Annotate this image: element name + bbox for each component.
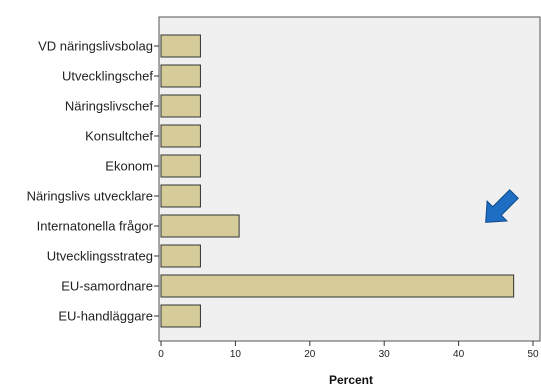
- category-label: Näringslivs utvecklare: [27, 189, 153, 204]
- category-label: Näringslivschef: [65, 99, 154, 114]
- category-label: Internatonella frågor: [37, 219, 154, 234]
- category-labels: VD näringslivsbolag Utvecklingschef Näring…: [27, 39, 159, 324]
- x-tick-label: 20: [304, 349, 316, 360]
- x-axis-title: Percent: [329, 373, 373, 387]
- category-label: Konsultchef: [85, 129, 153, 144]
- category-label: Utvecklingsstrateg: [47, 249, 153, 264]
- bar: [160, 304, 201, 328]
- bar: [160, 274, 515, 298]
- category-label: EU-handläggare: [58, 309, 153, 324]
- bar: [160, 214, 240, 238]
- arrow-icon: [485, 189, 519, 223]
- x-tick-label: 40: [453, 349, 465, 360]
- x-tick-label: 30: [379, 349, 391, 360]
- category-label: VD näringslivsbolag: [38, 39, 153, 54]
- x-tick-label: 10: [230, 349, 242, 360]
- bar: [160, 34, 201, 58]
- category-label: EU-samordnare: [61, 279, 153, 294]
- category-label: Ekonom: [105, 159, 153, 174]
- x-tick-label: 50: [527, 349, 539, 360]
- bar: [160, 154, 201, 178]
- bar: [160, 244, 201, 268]
- x-tick-label: 0: [158, 349, 164, 360]
- bar: [160, 64, 201, 88]
- category-label: Utvecklingschef: [62, 69, 153, 84]
- bar: [160, 184, 201, 208]
- bar: [160, 124, 201, 148]
- bar: [160, 94, 201, 118]
- x-axis-ticks: 0 10 20 30 40 50: [158, 341, 539, 360]
- bars-group: [160, 34, 515, 328]
